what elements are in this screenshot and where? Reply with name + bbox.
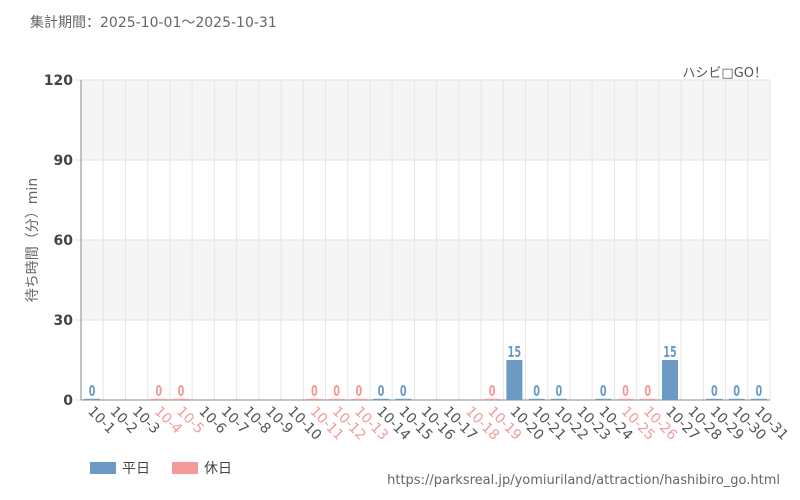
- bar: [328, 398, 345, 400]
- bar: [373, 398, 390, 400]
- bar: [395, 398, 412, 400]
- plot-band: [81, 240, 770, 320]
- bar: [595, 398, 612, 400]
- y-axis-title: 待ち時間（分）min: [25, 178, 41, 302]
- legend-holiday-swatch: [172, 462, 198, 474]
- bar: [528, 398, 545, 400]
- plot-band: [81, 160, 770, 240]
- data-label: 0: [378, 383, 385, 400]
- data-label: 0: [489, 383, 496, 400]
- data-label: 0: [155, 383, 162, 400]
- y-tick-label: 90: [54, 153, 74, 169]
- data-label: 0: [355, 383, 362, 400]
- bar: [750, 398, 767, 400]
- data-label: 15: [508, 344, 522, 361]
- bar: [506, 360, 523, 400]
- data-label: 0: [622, 383, 629, 400]
- data-label: 0: [600, 383, 607, 400]
- plot-band: [81, 80, 770, 160]
- legend-weekday-swatch: [90, 462, 116, 474]
- legend: 平日 休日: [90, 458, 254, 478]
- y-tick-label: 60: [54, 233, 74, 249]
- bar: [84, 398, 101, 400]
- bar: [306, 398, 323, 400]
- data-label: 0: [756, 383, 763, 400]
- data-label: 0: [178, 383, 185, 400]
- data-label: 0: [533, 383, 540, 400]
- data-label: 0: [311, 383, 318, 400]
- bar: [639, 398, 656, 400]
- legend-weekday: 平日: [90, 458, 150, 478]
- bar: [617, 398, 634, 400]
- bar: [728, 398, 745, 400]
- bar: [550, 398, 567, 400]
- data-label: 0: [711, 383, 718, 400]
- source-url[interactable]: https://parksreal.jp/yomiuriland/attract…: [387, 473, 780, 488]
- data-label: 0: [733, 383, 740, 400]
- collection-period: 集計期間：2025-10-01～2025-10-31: [30, 15, 277, 31]
- bar: [173, 398, 190, 400]
- legend-holiday: 休日: [172, 458, 232, 478]
- y-tick-label: 30: [54, 313, 74, 329]
- legend-weekday-label: 平日: [122, 461, 150, 477]
- data-label: 0: [89, 383, 96, 400]
- bar: [150, 398, 167, 400]
- bar: [706, 398, 723, 400]
- plot-band: [81, 320, 770, 400]
- y-tick-label: 120: [44, 73, 73, 89]
- attraction-name: ハシビ□GO！: [682, 66, 767, 81]
- legend-holiday-label: 休日: [204, 461, 232, 477]
- bar: [484, 398, 501, 400]
- data-label: 0: [644, 383, 651, 400]
- y-tick-label: 0: [63, 393, 73, 409]
- data-label: 0: [400, 383, 407, 400]
- data-label: 0: [555, 383, 562, 400]
- bar: [350, 398, 367, 400]
- data-label: 15: [663, 344, 677, 361]
- data-label: 0: [333, 383, 340, 400]
- bar: [661, 360, 678, 400]
